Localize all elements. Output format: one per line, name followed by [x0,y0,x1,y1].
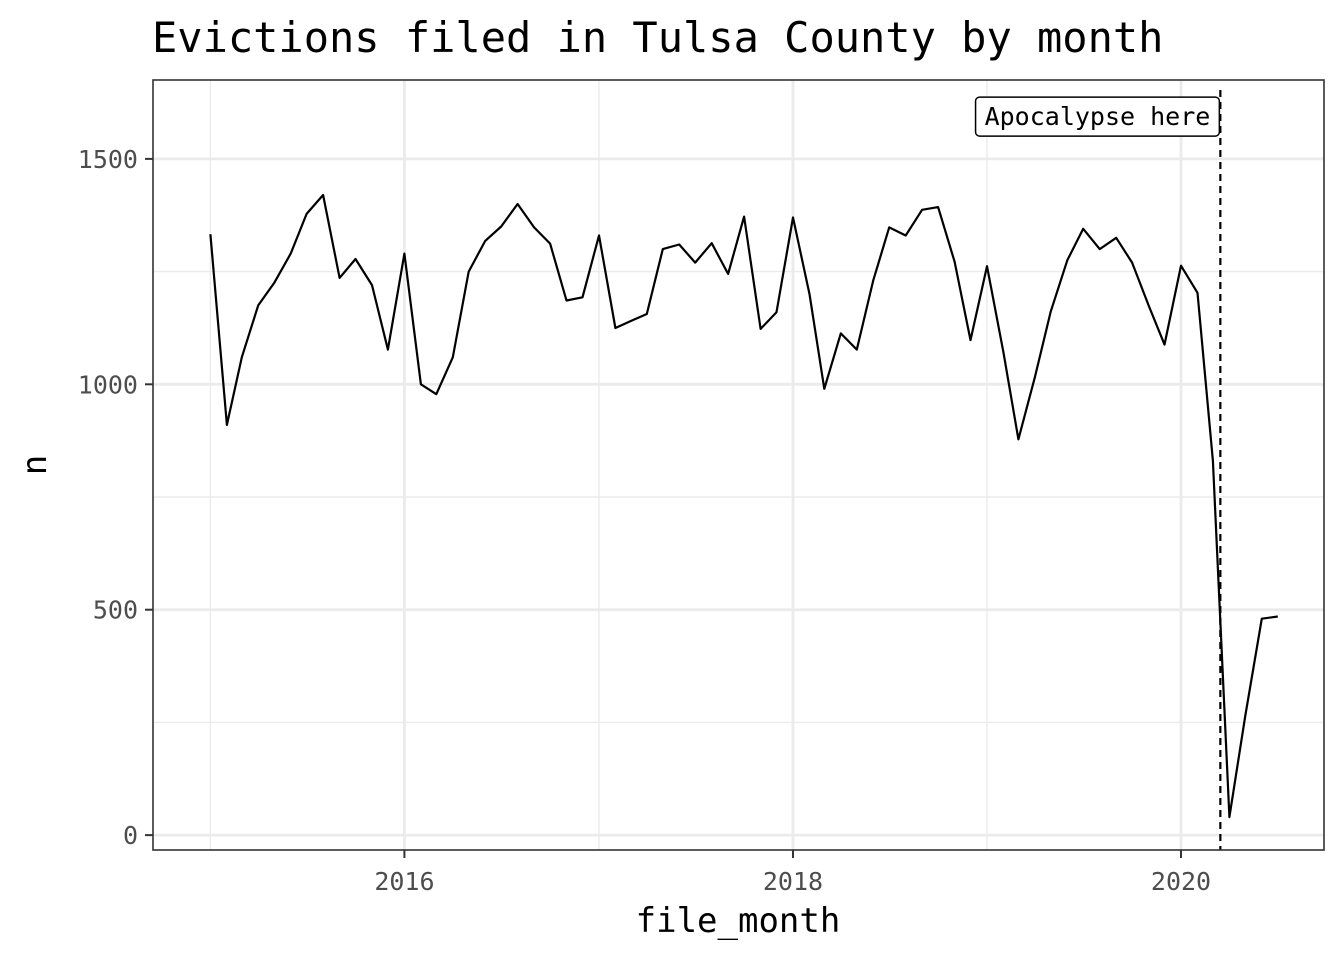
y-tick-label: 1500 [78,145,138,174]
x-tick-label: 2018 [763,867,823,896]
x-tick-label: 2016 [374,867,434,896]
x-axis-title: file_month [636,901,841,941]
panel-background [153,80,1324,850]
x-tick-label: 2020 [1151,867,1211,896]
annotation-box [974,96,1221,137]
annotation-label: Apocalypse here [974,96,1221,137]
plot-panel: Apocalypse here [152,79,1325,851]
chart-title: Evictions filed in Tulsa County by month [152,13,1163,62]
y-tick-label: 1000 [78,370,138,399]
annotation-text: Apocalypse here [985,102,1211,131]
y-axis-title: n [15,455,55,475]
panel-border [152,79,1325,851]
y-tick-label: 500 [93,596,138,625]
series-line-0 [209,193,1278,819]
y-tick-label: 0 [123,821,138,850]
